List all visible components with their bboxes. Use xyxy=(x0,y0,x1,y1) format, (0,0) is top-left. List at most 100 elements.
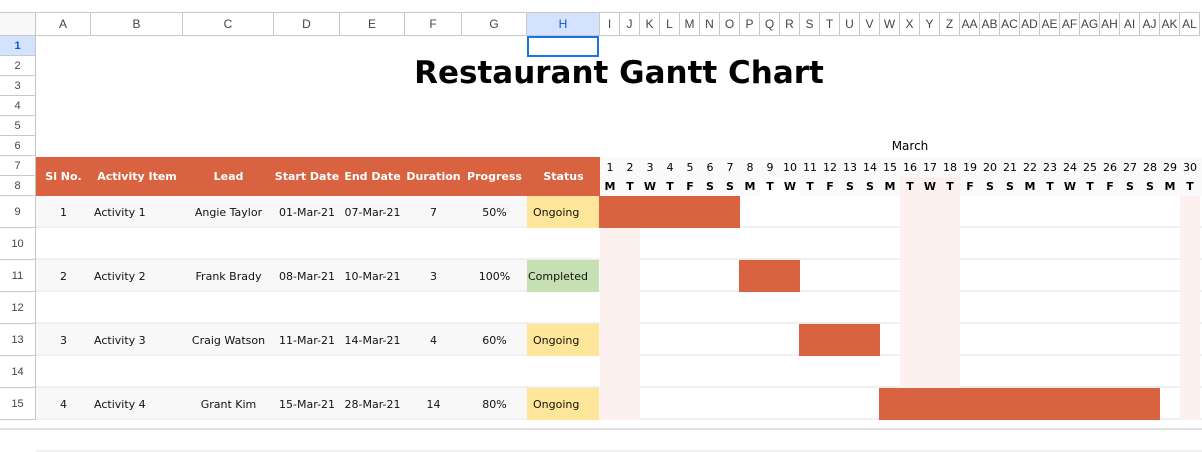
row-header-1[interactable]: 1 xyxy=(0,36,36,56)
weekday-letter: T xyxy=(626,180,634,193)
day-number: 13 xyxy=(843,160,857,174)
cell-progress[interactable]: 80% xyxy=(482,397,507,411)
gantt-bar[interactable] xyxy=(599,196,740,228)
cell-end[interactable]: 10-Mar-21 xyxy=(344,269,401,283)
column-header-aa[interactable]: AA xyxy=(960,12,980,36)
column-header-m[interactable]: M xyxy=(680,12,700,36)
row-header-12[interactable]: 12 xyxy=(0,292,36,324)
cell-start[interactable]: 15-Mar-21 xyxy=(279,397,335,411)
column-header-y[interactable]: Y xyxy=(920,12,940,36)
row-header-9[interactable]: 9 xyxy=(0,196,36,228)
column-header-e[interactable]: E xyxy=(340,12,405,36)
day-number: 17 xyxy=(923,160,937,174)
day-number: 25 xyxy=(1083,160,1097,174)
cell-no[interactable]: 4 xyxy=(60,397,67,411)
row-header-11[interactable]: 11 xyxy=(0,260,36,292)
column-header-p[interactable]: P xyxy=(740,12,760,36)
selected-cell-h1[interactable] xyxy=(527,36,599,57)
column-header-a[interactable]: A xyxy=(36,12,91,36)
cell-start[interactable]: 08-Mar-21 xyxy=(279,269,335,283)
cell-lead[interactable]: Frank Brady xyxy=(195,269,262,283)
column-header-v[interactable]: V xyxy=(860,12,880,36)
gantt-bar[interactable] xyxy=(739,260,800,292)
column-header-ad[interactable]: AD xyxy=(1020,12,1040,36)
cell-end[interactable]: 07-Mar-21 xyxy=(344,205,401,219)
column-header-ag[interactable]: AG xyxy=(1080,12,1100,36)
cell-item[interactable]: Activity 3 xyxy=(94,333,146,347)
gantt-bar[interactable] xyxy=(799,324,880,356)
cell-lead[interactable]: Angie Taylor xyxy=(194,205,263,219)
weekday-letter: M xyxy=(1024,180,1036,193)
column-header-c[interactable]: C xyxy=(183,12,274,36)
column-header-n[interactable]: N xyxy=(700,12,720,36)
column-header-f[interactable]: F xyxy=(405,12,462,36)
column-header-ae[interactable]: AE xyxy=(1040,12,1060,36)
cell-end[interactable]: 28-Mar-21 xyxy=(344,397,401,411)
row-header-3[interactable]: 3 xyxy=(0,76,36,96)
cell-lead[interactable]: Craig Watson xyxy=(191,333,266,347)
cell-progress[interactable]: 60% xyxy=(482,333,507,347)
status-badge[interactable]: Completed xyxy=(527,260,599,292)
status-badge[interactable]: Ongoing xyxy=(527,196,599,228)
column-header-k[interactable]: K xyxy=(640,12,660,36)
cell-item[interactable]: Activity 2 xyxy=(94,269,146,283)
column-header-ah[interactable]: AH xyxy=(1100,12,1120,36)
weekday-letter: F xyxy=(1106,180,1114,193)
cell-lead[interactable]: Grant Kim xyxy=(200,397,257,411)
cell-start[interactable]: 01-Mar-21 xyxy=(279,205,335,219)
row-header-7[interactable]: 7 xyxy=(0,156,36,176)
column-header-q[interactable]: Q xyxy=(760,12,780,36)
column-header-ab[interactable]: AB xyxy=(980,12,1000,36)
column-header-j[interactable]: J xyxy=(620,12,640,36)
gantt-bar[interactable] xyxy=(879,388,1160,420)
cell-duration[interactable]: 4 xyxy=(430,333,437,347)
column-header-g[interactable]: G xyxy=(462,12,527,36)
column-header-af[interactable]: AF xyxy=(1060,12,1080,36)
column-header-ac[interactable]: AC xyxy=(1000,12,1020,36)
column-header-aj[interactable]: AJ xyxy=(1140,12,1160,36)
row-header-6[interactable]: 6 xyxy=(0,136,36,156)
cell-item[interactable]: Activity 1 xyxy=(94,205,146,219)
row-header-13[interactable]: 13 xyxy=(0,324,36,356)
status-badge[interactable]: Ongoing xyxy=(527,324,599,356)
row-header-4[interactable]: 4 xyxy=(0,96,36,116)
column-header-x[interactable]: X xyxy=(900,12,920,36)
cell-progress[interactable]: 50% xyxy=(482,205,507,219)
cell-duration[interactable]: 3 xyxy=(430,269,437,283)
column-header-t[interactable]: T xyxy=(820,12,840,36)
column-header-ak[interactable]: AK xyxy=(1160,12,1180,36)
column-header-z[interactable]: Z xyxy=(940,12,960,36)
weekday-letter: S xyxy=(866,180,874,193)
cell-no[interactable]: 1 xyxy=(60,205,67,219)
row-header-8[interactable]: 8 xyxy=(0,176,36,196)
row-header-2[interactable]: 2 xyxy=(0,56,36,76)
column-header-ai[interactable]: AI xyxy=(1120,12,1140,36)
cell-duration[interactable]: 14 xyxy=(426,397,441,411)
column-header-b[interactable]: B xyxy=(91,12,183,36)
cell-start[interactable]: 11-Mar-21 xyxy=(279,333,335,347)
column-header-s[interactable]: S xyxy=(800,12,820,36)
cell-progress[interactable]: 100% xyxy=(478,269,511,283)
row-header-5[interactable]: 5 xyxy=(0,116,36,136)
cell-end[interactable]: 14-Mar-21 xyxy=(344,333,401,347)
column-header-w[interactable]: W xyxy=(880,12,900,36)
select-all-corner[interactable] xyxy=(0,12,36,36)
highlight-header xyxy=(900,177,960,196)
column-header-r[interactable]: R xyxy=(780,12,800,36)
column-header-u[interactable]: U xyxy=(840,12,860,36)
status-badge[interactable]: Ongoing xyxy=(527,388,599,420)
cell-duration[interactable]: 7 xyxy=(430,205,437,219)
column-header-al[interactable]: AL xyxy=(1180,12,1200,36)
column-header-l[interactable]: L xyxy=(660,12,680,36)
day-number: 16 xyxy=(903,160,917,174)
row-header-10[interactable]: 10 xyxy=(0,228,36,260)
cell-no[interactable]: 2 xyxy=(60,269,67,283)
row-header-14[interactable]: 14 xyxy=(0,356,36,388)
column-header-d[interactable]: D xyxy=(274,12,340,36)
row-header-15[interactable]: 15 xyxy=(0,388,36,420)
cell-no[interactable]: 3 xyxy=(60,333,67,347)
cell-item[interactable]: Activity 4 xyxy=(94,397,146,411)
column-header-h[interactable]: H xyxy=(527,12,600,36)
column-header-o[interactable]: O xyxy=(720,12,740,36)
column-header-i[interactable]: I xyxy=(600,12,620,36)
